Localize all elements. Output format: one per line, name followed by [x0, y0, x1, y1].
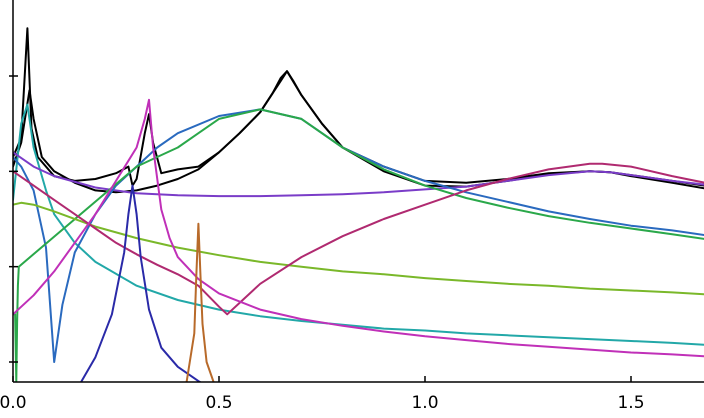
series-line-7	[13, 162, 704, 316]
x-tick-label-0: 0.0	[0, 393, 27, 413]
series-line-9	[79, 184, 202, 382]
x-tick-label-1: 0.5	[205, 393, 232, 413]
series-line-1	[13, 70, 704, 194]
x-ticks: 0.0 0.5 1.0 1.5	[0, 376, 645, 413]
axes	[12, 0, 704, 383]
series-line-2	[13, 103, 704, 346]
series-line-5	[13, 108, 704, 382]
series-line-4	[13, 108, 704, 363]
x-tick-label-3: 1.5	[617, 393, 644, 413]
series-line-8	[13, 98, 704, 358]
series-line-6	[13, 201, 704, 296]
series-line-3	[13, 151, 704, 198]
y-ticks	[9, 75, 18, 363]
series-line-10	[185, 222, 215, 382]
series-group	[13, 27, 704, 382]
x-tick-label-2: 1.0	[411, 393, 438, 413]
